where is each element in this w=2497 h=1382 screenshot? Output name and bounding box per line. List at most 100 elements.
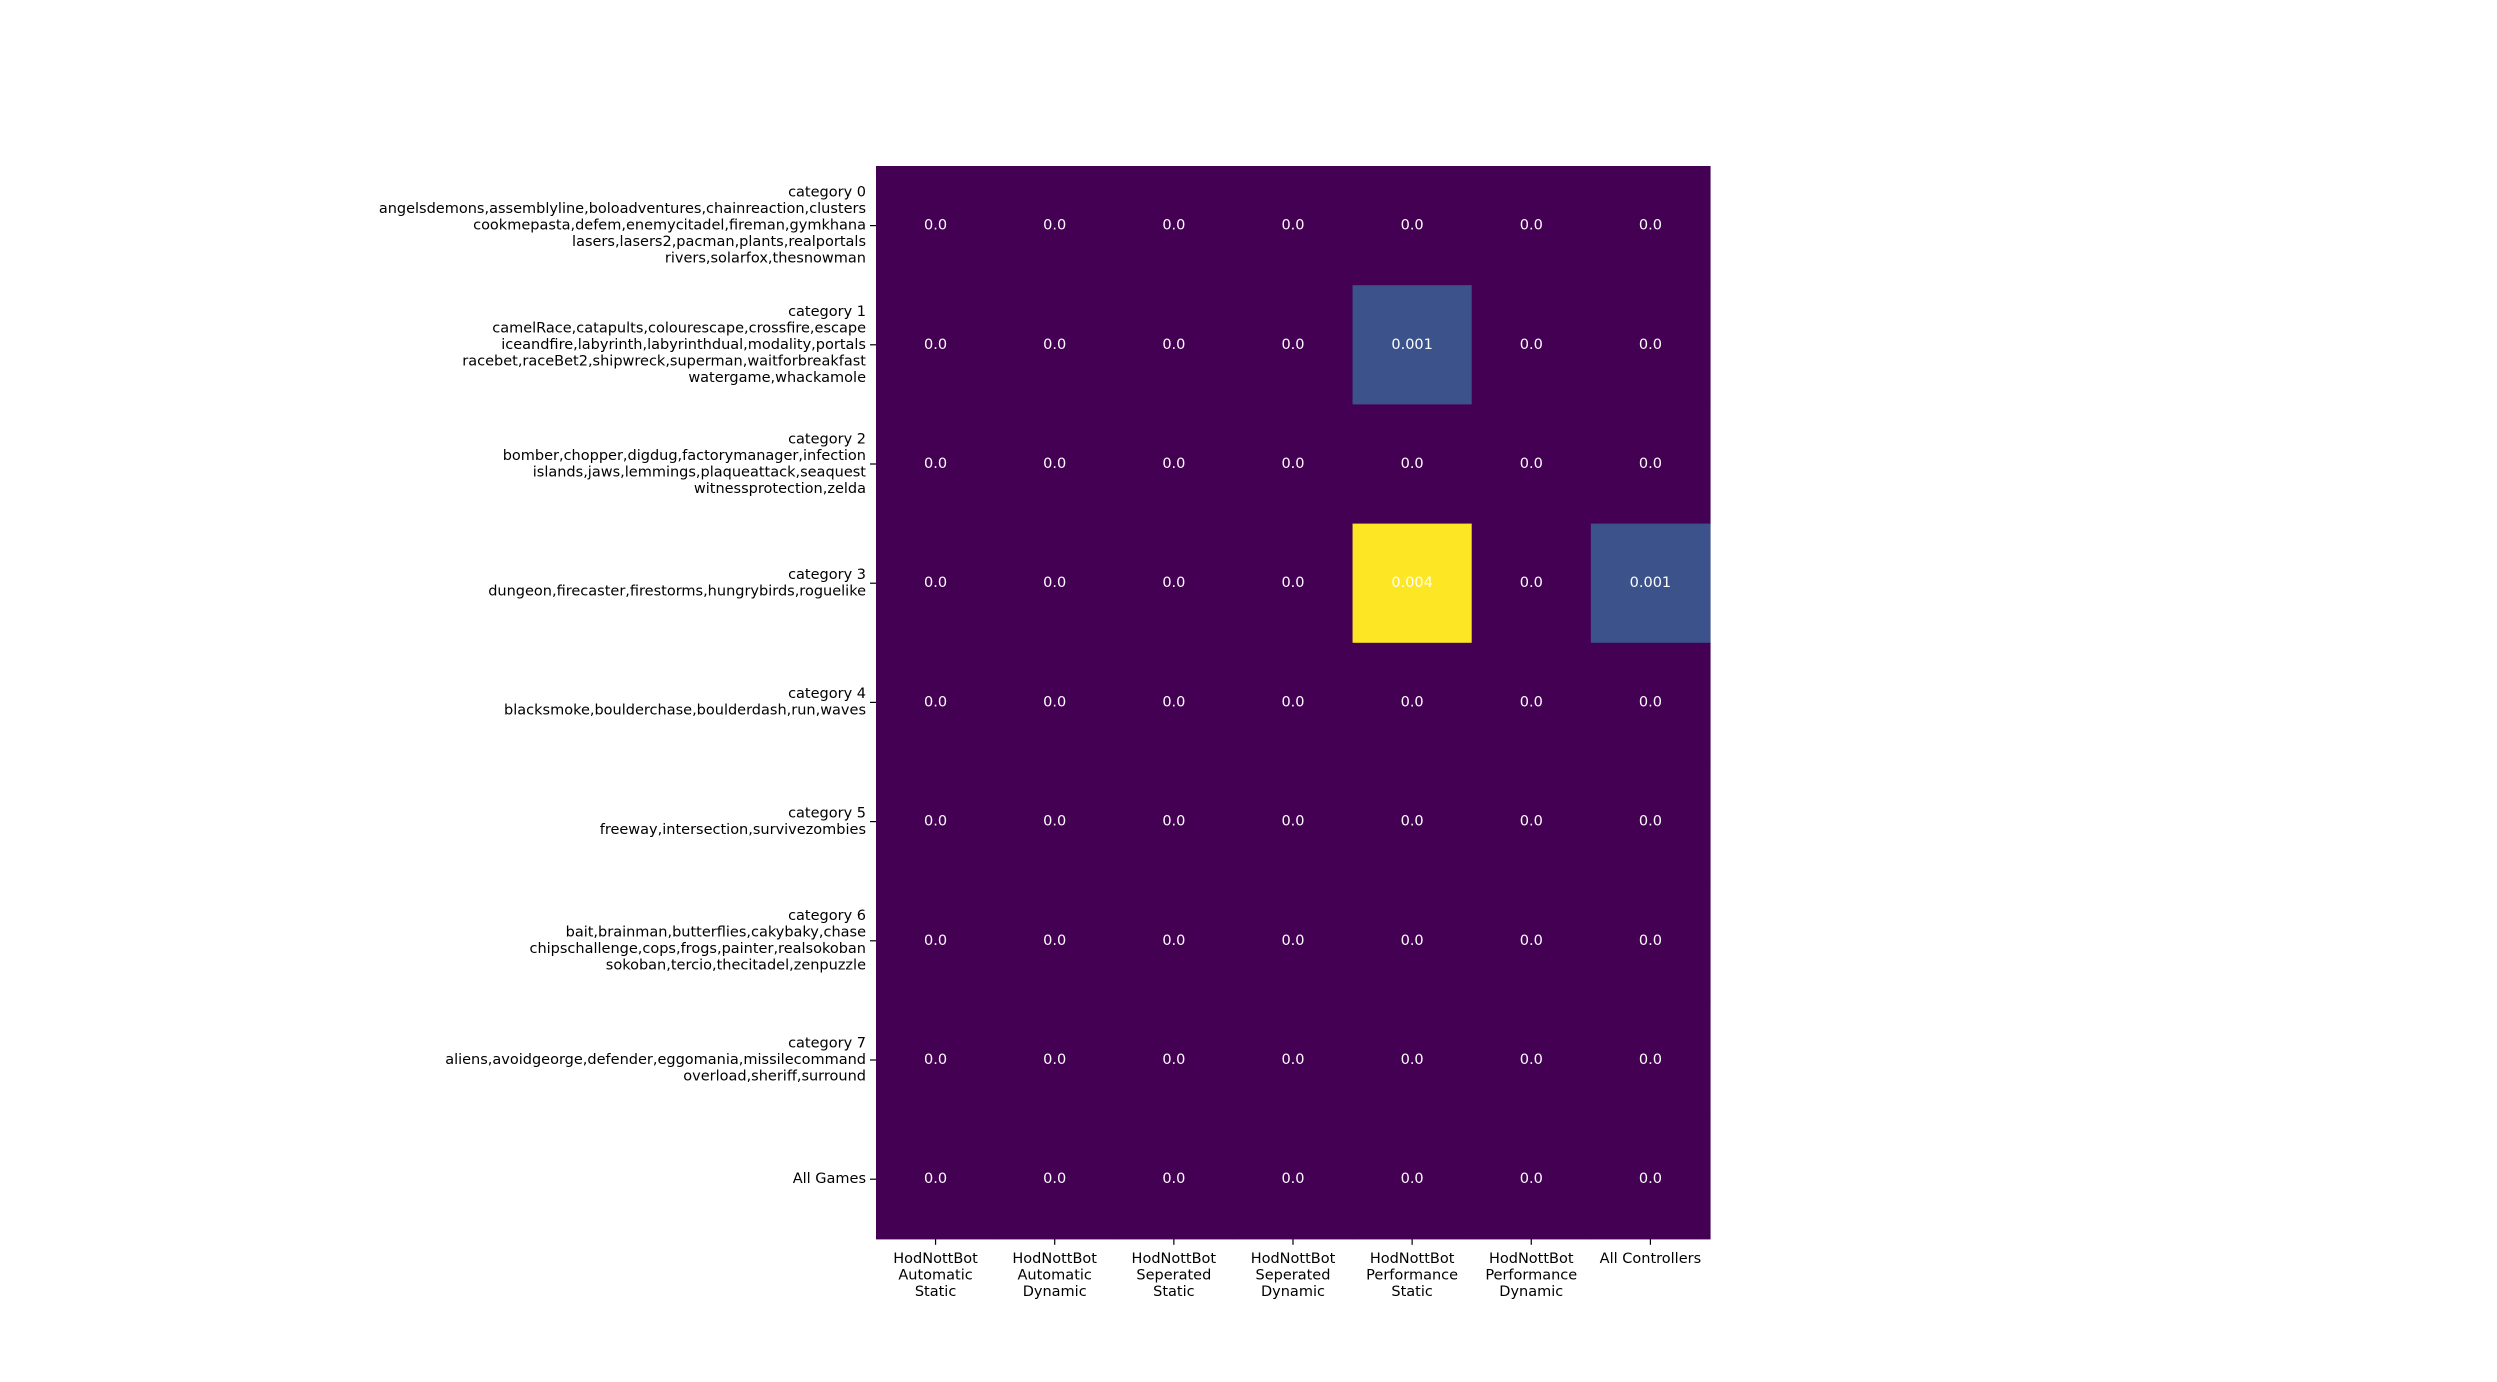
heatmap-cell-r1-c6 [1590, 285, 1711, 405]
y-tick-label-line: islands,jaws,lemmings,plaqueattack,seaqu… [533, 464, 867, 480]
heatmap-cell-r0-c4 [1352, 166, 1473, 286]
cell-value-label: 0.0 [924, 814, 947, 830]
cell-value-label: 0.0 [924, 694, 947, 710]
y-tick-label: category 2 bomber,chopper,digdug,factorym… [503, 431, 867, 497]
cell-value-label: 0.0 [1520, 218, 1543, 234]
heatmap-cell-r4-c1 [995, 642, 1115, 763]
heatmap-cell-r1-c4 [1352, 285, 1473, 405]
cell-value-label: 0.0 [1401, 1171, 1424, 1187]
y-tick-label: category 6 bait,brainman,butterflies,caky… [529, 908, 866, 974]
x-tick-label-line: Dynamic [1261, 1284, 1325, 1300]
cell-value-label: 0.0 [924, 1052, 947, 1068]
cell-value-label: 0.0 [1162, 1171, 1185, 1187]
heatmap-cell-r2-c5 [1471, 404, 1592, 525]
y-tick-label: category 1 camelRace,catapults,colouresca… [462, 304, 866, 386]
y-tick-label-line: iceandfire,labyrinth,labyrinthdual,modal… [501, 337, 866, 353]
x-tick-label-line: Static [915, 1284, 956, 1300]
cell-value-label: 0.0 [1281, 1171, 1304, 1187]
y-tick-label-line: watergame,whackamole [688, 370, 866, 386]
heatmap-cell-r8-c1 [995, 1119, 1115, 1240]
heatmap-cell-r3-c6 [1590, 523, 1711, 644]
y-tick-label-line: overload,sheriff,surround [683, 1069, 866, 1085]
cell-value-label: 0.0 [1162, 456, 1185, 472]
x-tick-label-line: Automatic [898, 1267, 972, 1283]
heatmap-cell-r8-c4 [1352, 1119, 1473, 1240]
heatmap-cell-r3-c0 [876, 523, 996, 644]
cell-value-label: 0.0 [1520, 1171, 1543, 1187]
y-tick-label-line: camelRace,catapults,colourescape,crossfi… [492, 320, 866, 336]
x-tick-label: HodNottBot Performance Static [1366, 1251, 1458, 1300]
cell-value-label: 0.0 [1281, 694, 1304, 710]
x-tick-label: HodNottBot Automatic Static [893, 1251, 978, 1300]
cell-value-label: 0.0 [1401, 218, 1424, 234]
cell-value-label: 0.0 [1162, 337, 1185, 353]
y-tick-label-line: chipschallenge,cops,frogs,painter,realso… [529, 941, 866, 957]
y-tick-label: category 0 angelsdemons,assemblyline,bolo… [379, 185, 866, 267]
cell-value-label: 0.0 [1281, 1052, 1304, 1068]
x-tick-label: HodNottBot Seperated Dynamic [1251, 1251, 1336, 1300]
cell-value-label: 0.0 [1639, 933, 1662, 949]
cell-value-label: 0.0 [1520, 694, 1543, 710]
heatmap-cell-r4-c0 [876, 642, 996, 763]
y-tick-label-line: category 3 [788, 567, 866, 583]
cell-value-label: 0.0 [1401, 814, 1424, 830]
heatmap-cell-r7-c2 [1114, 1000, 1235, 1121]
heatmap-cell-r5-c6 [1590, 762, 1711, 882]
heatmap-cell-r3-c2 [1114, 523, 1235, 644]
heatmap-cell-r0-c6 [1590, 166, 1711, 286]
cell-value-label: 0.0 [1639, 814, 1662, 830]
y-tick-label-line: category 4 [788, 686, 866, 702]
heatmap-cell-r6-c3 [1233, 881, 1354, 1001]
heatmap-cell-r6-c2 [1114, 881, 1235, 1001]
y-tick-label: All Games [793, 1171, 866, 1187]
cell-value-label: 0.0 [924, 575, 947, 591]
heatmap-cell-r4-c5 [1471, 642, 1592, 763]
heatmap-cell-r8-c6 [1590, 1119, 1711, 1240]
cell-value-label: 0.0 [1520, 456, 1543, 472]
x-tick-label-line: All Controllers [1600, 1251, 1701, 1267]
cell-value-label: 0.0 [1043, 814, 1066, 830]
x-tick-label-line: Seperated [1136, 1267, 1211, 1283]
heatmap-cell-r1-c1 [995, 285, 1115, 405]
cell-value-label: 0.0 [1281, 337, 1304, 353]
y-tick-label-line: bait,brainman,butterflies,cakybaky,chase [566, 925, 866, 941]
y-tick-label-line: freeway,intersection,survivezombies [600, 822, 866, 838]
x-tick-label-line: HodNottBot [1132, 1251, 1217, 1267]
heatmap-cell-r7-c3 [1233, 1000, 1354, 1121]
y-tick-label-line: dungeon,firecaster,firestorms,hungrybird… [488, 583, 866, 599]
cell-value-label: 0.001 [1391, 337, 1433, 353]
cell-value-label: 0.0 [1281, 933, 1304, 949]
cell-value-label: 0.0 [1401, 694, 1424, 710]
y-tick-label-line: category 1 [788, 304, 866, 320]
heatmap-cell-r6-c4 [1352, 881, 1473, 1001]
cell-value-label: 0.0 [1043, 694, 1066, 710]
heatmap-cell-r3-c4 [1352, 523, 1473, 644]
cell-value-label: 0.0 [924, 218, 947, 234]
x-tick-label-line: Static [1391, 1284, 1432, 1300]
cell-value-label: 0.0 [1401, 456, 1424, 472]
heatmap-cell-r8-c0 [876, 1119, 996, 1240]
cell-value-label: 0.0 [1401, 1052, 1424, 1068]
cell-value-label: 0.0 [1639, 218, 1662, 234]
heatmap-cell-r5-c5 [1471, 762, 1592, 882]
y-tick-label-line: category 5 [788, 805, 866, 821]
cell-value-label: 0.0 [1281, 456, 1304, 472]
y-tick-label-line: angelsdemons,assemblyline,boloadventures… [379, 201, 866, 217]
x-tick-label-line: Dynamic [1023, 1284, 1087, 1300]
cell-value-label: 0.004 [1391, 575, 1433, 591]
cell-value-label: 0.0 [1162, 933, 1185, 949]
cell-value-label: 0.0 [1162, 575, 1185, 591]
x-tick-label-line: HodNottBot [1489, 1251, 1574, 1267]
y-tick-label-line: witnessprotection,zelda [694, 481, 866, 497]
heatmap-cell-r7-c5 [1471, 1000, 1592, 1121]
y-tick-label: category 3 dungeon,firecaster,firestorms,… [488, 567, 866, 600]
cell-value-label: 0.0 [1043, 456, 1066, 472]
heatmap-cell-r6-c5 [1471, 881, 1592, 1001]
heatmap-cell-r4-c4 [1352, 642, 1473, 763]
cell-value-label: 0.0 [1043, 1052, 1066, 1068]
cell-value-label: 0.0 [1162, 218, 1185, 234]
heatmap-cell-r5-c1 [995, 762, 1115, 882]
heatmap-cell-r0-c1 [995, 166, 1115, 286]
